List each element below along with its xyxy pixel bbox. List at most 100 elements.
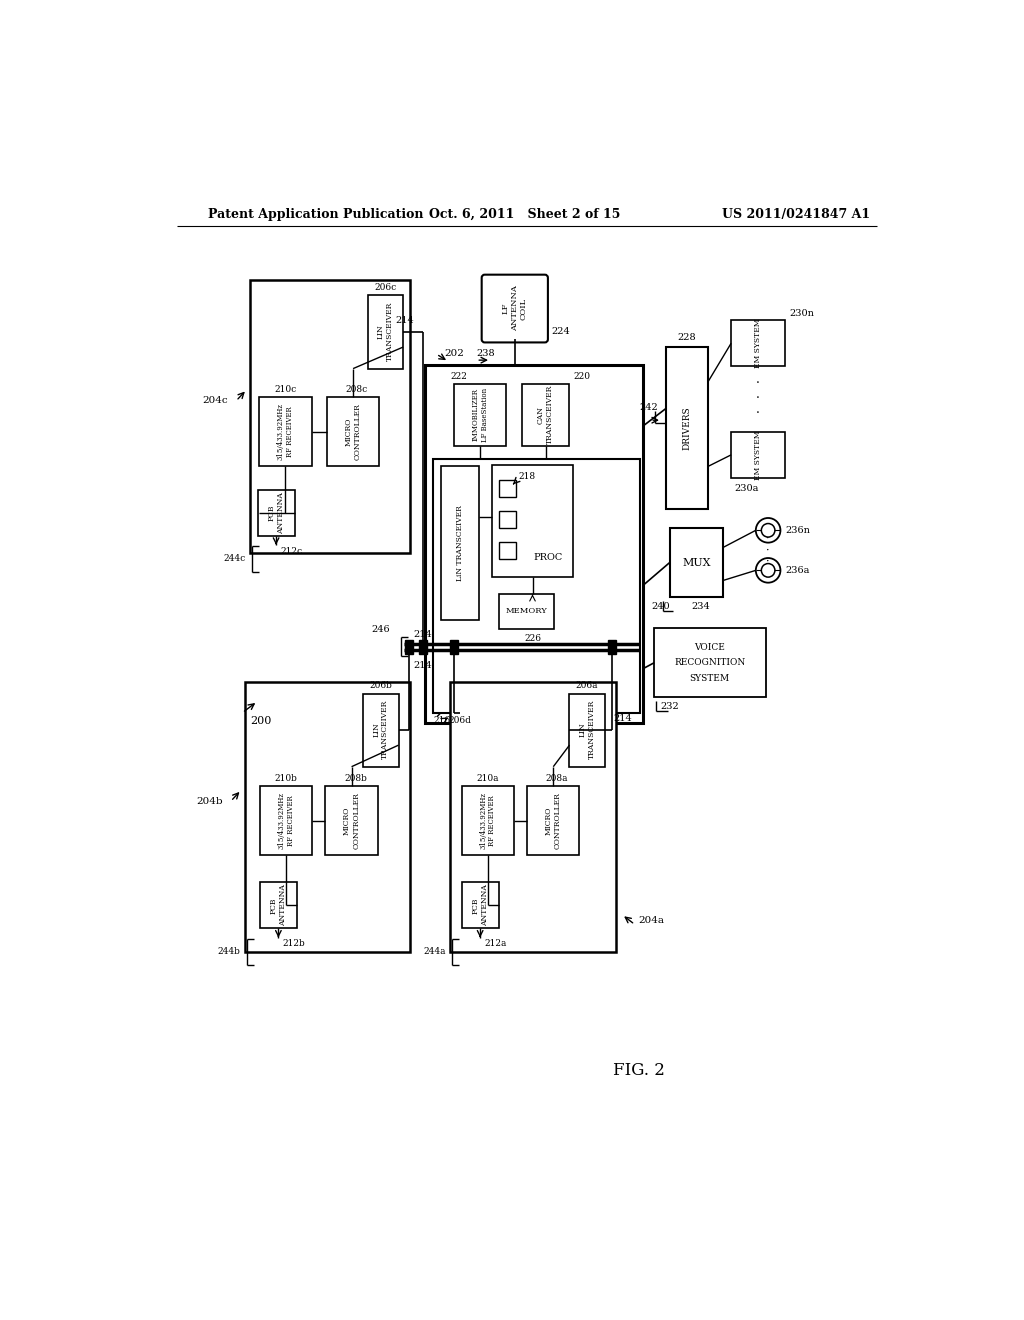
Bar <box>569 693 605 767</box>
Text: EM SYSTEM: EM SYSTEM <box>754 430 762 479</box>
Bar <box>451 682 615 952</box>
FancyBboxPatch shape <box>481 275 548 342</box>
Bar <box>260 882 297 928</box>
Text: DRIVERS: DRIVERS <box>682 407 691 450</box>
Text: 204b: 204b <box>197 797 223 805</box>
Bar <box>499 594 554 628</box>
Bar <box>425 364 643 723</box>
Bar <box>327 397 379 466</box>
Text: 210c: 210c <box>274 385 297 393</box>
Text: LiN TRANSCEIVER: LiN TRANSCEIVER <box>456 506 464 581</box>
Text: 244b: 244b <box>218 946 241 956</box>
Text: 204a: 204a <box>639 916 665 925</box>
Bar <box>250 280 410 553</box>
Text: 315/433.92MHz
RF RECEIVER: 315/433.92MHz RF RECEIVER <box>479 792 497 849</box>
Text: 234: 234 <box>691 602 710 611</box>
Text: VOICE: VOICE <box>694 643 725 652</box>
Text: 224: 224 <box>551 327 569 337</box>
Text: EM SYSTEM: EM SYSTEM <box>754 318 762 368</box>
Text: 214: 214 <box>613 714 632 723</box>
Bar <box>406 640 413 653</box>
Bar <box>441 466 479 620</box>
Text: PCB
ANTENNA: PCB ANTENNA <box>269 884 287 927</box>
Text: MEMORY: MEMORY <box>506 607 547 615</box>
Text: CAN
TRANSCEIVER: CAN TRANSCEIVER <box>537 385 554 445</box>
Text: IMMOBILIZER
LF BaseStation: IMMOBILIZER LF BaseStation <box>471 388 488 442</box>
Text: 315/433.92MHz
RF RECEIVER: 315/433.92MHz RF RECEIVER <box>276 403 294 461</box>
Text: 246: 246 <box>372 626 390 634</box>
Text: 200: 200 <box>250 715 271 726</box>
Text: Oct. 6, 2011   Sheet 2 of 15: Oct. 6, 2011 Sheet 2 of 15 <box>429 209 621 222</box>
Circle shape <box>762 564 775 577</box>
Bar <box>670 528 724 598</box>
Text: MICRO
CONTROLLER: MICRO CONTROLLER <box>344 404 361 461</box>
Bar <box>454 384 506 446</box>
Text: 236a: 236a <box>785 566 809 574</box>
Text: LIN
TRANSCEIVER: LIN TRANSCEIVER <box>377 302 394 362</box>
Bar <box>433 459 640 713</box>
Text: 228: 228 <box>677 334 696 342</box>
Bar <box>258 490 295 536</box>
Bar <box>462 882 499 928</box>
Bar <box>608 640 615 653</box>
Bar <box>326 785 378 855</box>
Text: US 2011/0241847 A1: US 2011/0241847 A1 <box>722 209 869 222</box>
Text: MICRO
CONTROLLER: MICRO CONTROLLER <box>343 792 360 849</box>
Text: 218: 218 <box>518 473 536 480</box>
Text: 216: 216 <box>434 715 451 725</box>
Text: 315/433.92MHz
RF RECEIVER: 315/433.92MHz RF RECEIVER <box>278 792 295 849</box>
Bar <box>731 321 785 367</box>
Text: 226: 226 <box>524 634 541 643</box>
Bar <box>499 480 515 498</box>
Text: 206a: 206a <box>575 681 598 690</box>
Text: 210b: 210b <box>274 774 298 783</box>
Bar <box>260 785 312 855</box>
Text: Patent Application Publication: Patent Application Publication <box>208 209 423 222</box>
Text: 208c: 208c <box>346 385 368 393</box>
Bar <box>419 640 427 653</box>
Text: 230n: 230n <box>788 309 814 318</box>
Bar <box>245 682 410 952</box>
Bar <box>527 785 580 855</box>
Text: 244c: 244c <box>224 554 246 564</box>
Text: 202: 202 <box>444 350 465 359</box>
Text: 208b: 208b <box>344 774 367 783</box>
Text: 230a: 230a <box>734 484 759 494</box>
Text: 238: 238 <box>476 350 495 359</box>
Text: PCB
ANTENNA: PCB ANTENNA <box>267 491 285 533</box>
Text: 214: 214 <box>413 630 432 639</box>
Text: 214: 214 <box>395 317 414 325</box>
Bar <box>654 628 766 697</box>
Circle shape <box>756 558 780 582</box>
Text: PCB
ANTENNA: PCB ANTENNA <box>471 884 488 927</box>
Text: 210a: 210a <box>476 774 499 783</box>
Text: LIN
TRANSCEIVER: LIN TRANSCEIVER <box>579 700 596 759</box>
Text: LF
ANTENNA
COIL: LF ANTENNA COIL <box>502 285 528 331</box>
Text: 204c: 204c <box>203 396 228 405</box>
Text: ·
·
·: · · · <box>756 378 760 420</box>
Text: 206d: 206d <box>449 715 472 725</box>
Text: 214: 214 <box>413 660 432 669</box>
Bar <box>462 785 514 855</box>
Circle shape <box>762 524 775 537</box>
Bar <box>666 347 708 508</box>
Text: RECOGNITION: RECOGNITION <box>674 659 745 667</box>
Bar <box>499 543 515 558</box>
Bar <box>364 693 398 767</box>
Text: 212c: 212c <box>280 546 302 556</box>
Bar <box>731 432 785 478</box>
Text: 240: 240 <box>651 602 670 611</box>
Bar <box>499 511 515 528</box>
Bar <box>521 384 569 446</box>
Text: PROC: PROC <box>534 553 562 562</box>
Text: 212a: 212a <box>484 940 506 948</box>
Bar <box>493 465 573 577</box>
Text: LIN
TRANSCEIVER: LIN TRANSCEIVER <box>372 700 389 759</box>
Text: FIG. 2: FIG. 2 <box>612 1063 665 1080</box>
Bar <box>259 397 311 466</box>
Text: SYSTEM: SYSTEM <box>689 673 730 682</box>
Text: 222: 222 <box>451 372 468 380</box>
Text: 206b: 206b <box>370 681 392 690</box>
Bar <box>368 296 403 368</box>
Text: 220: 220 <box>573 372 590 380</box>
